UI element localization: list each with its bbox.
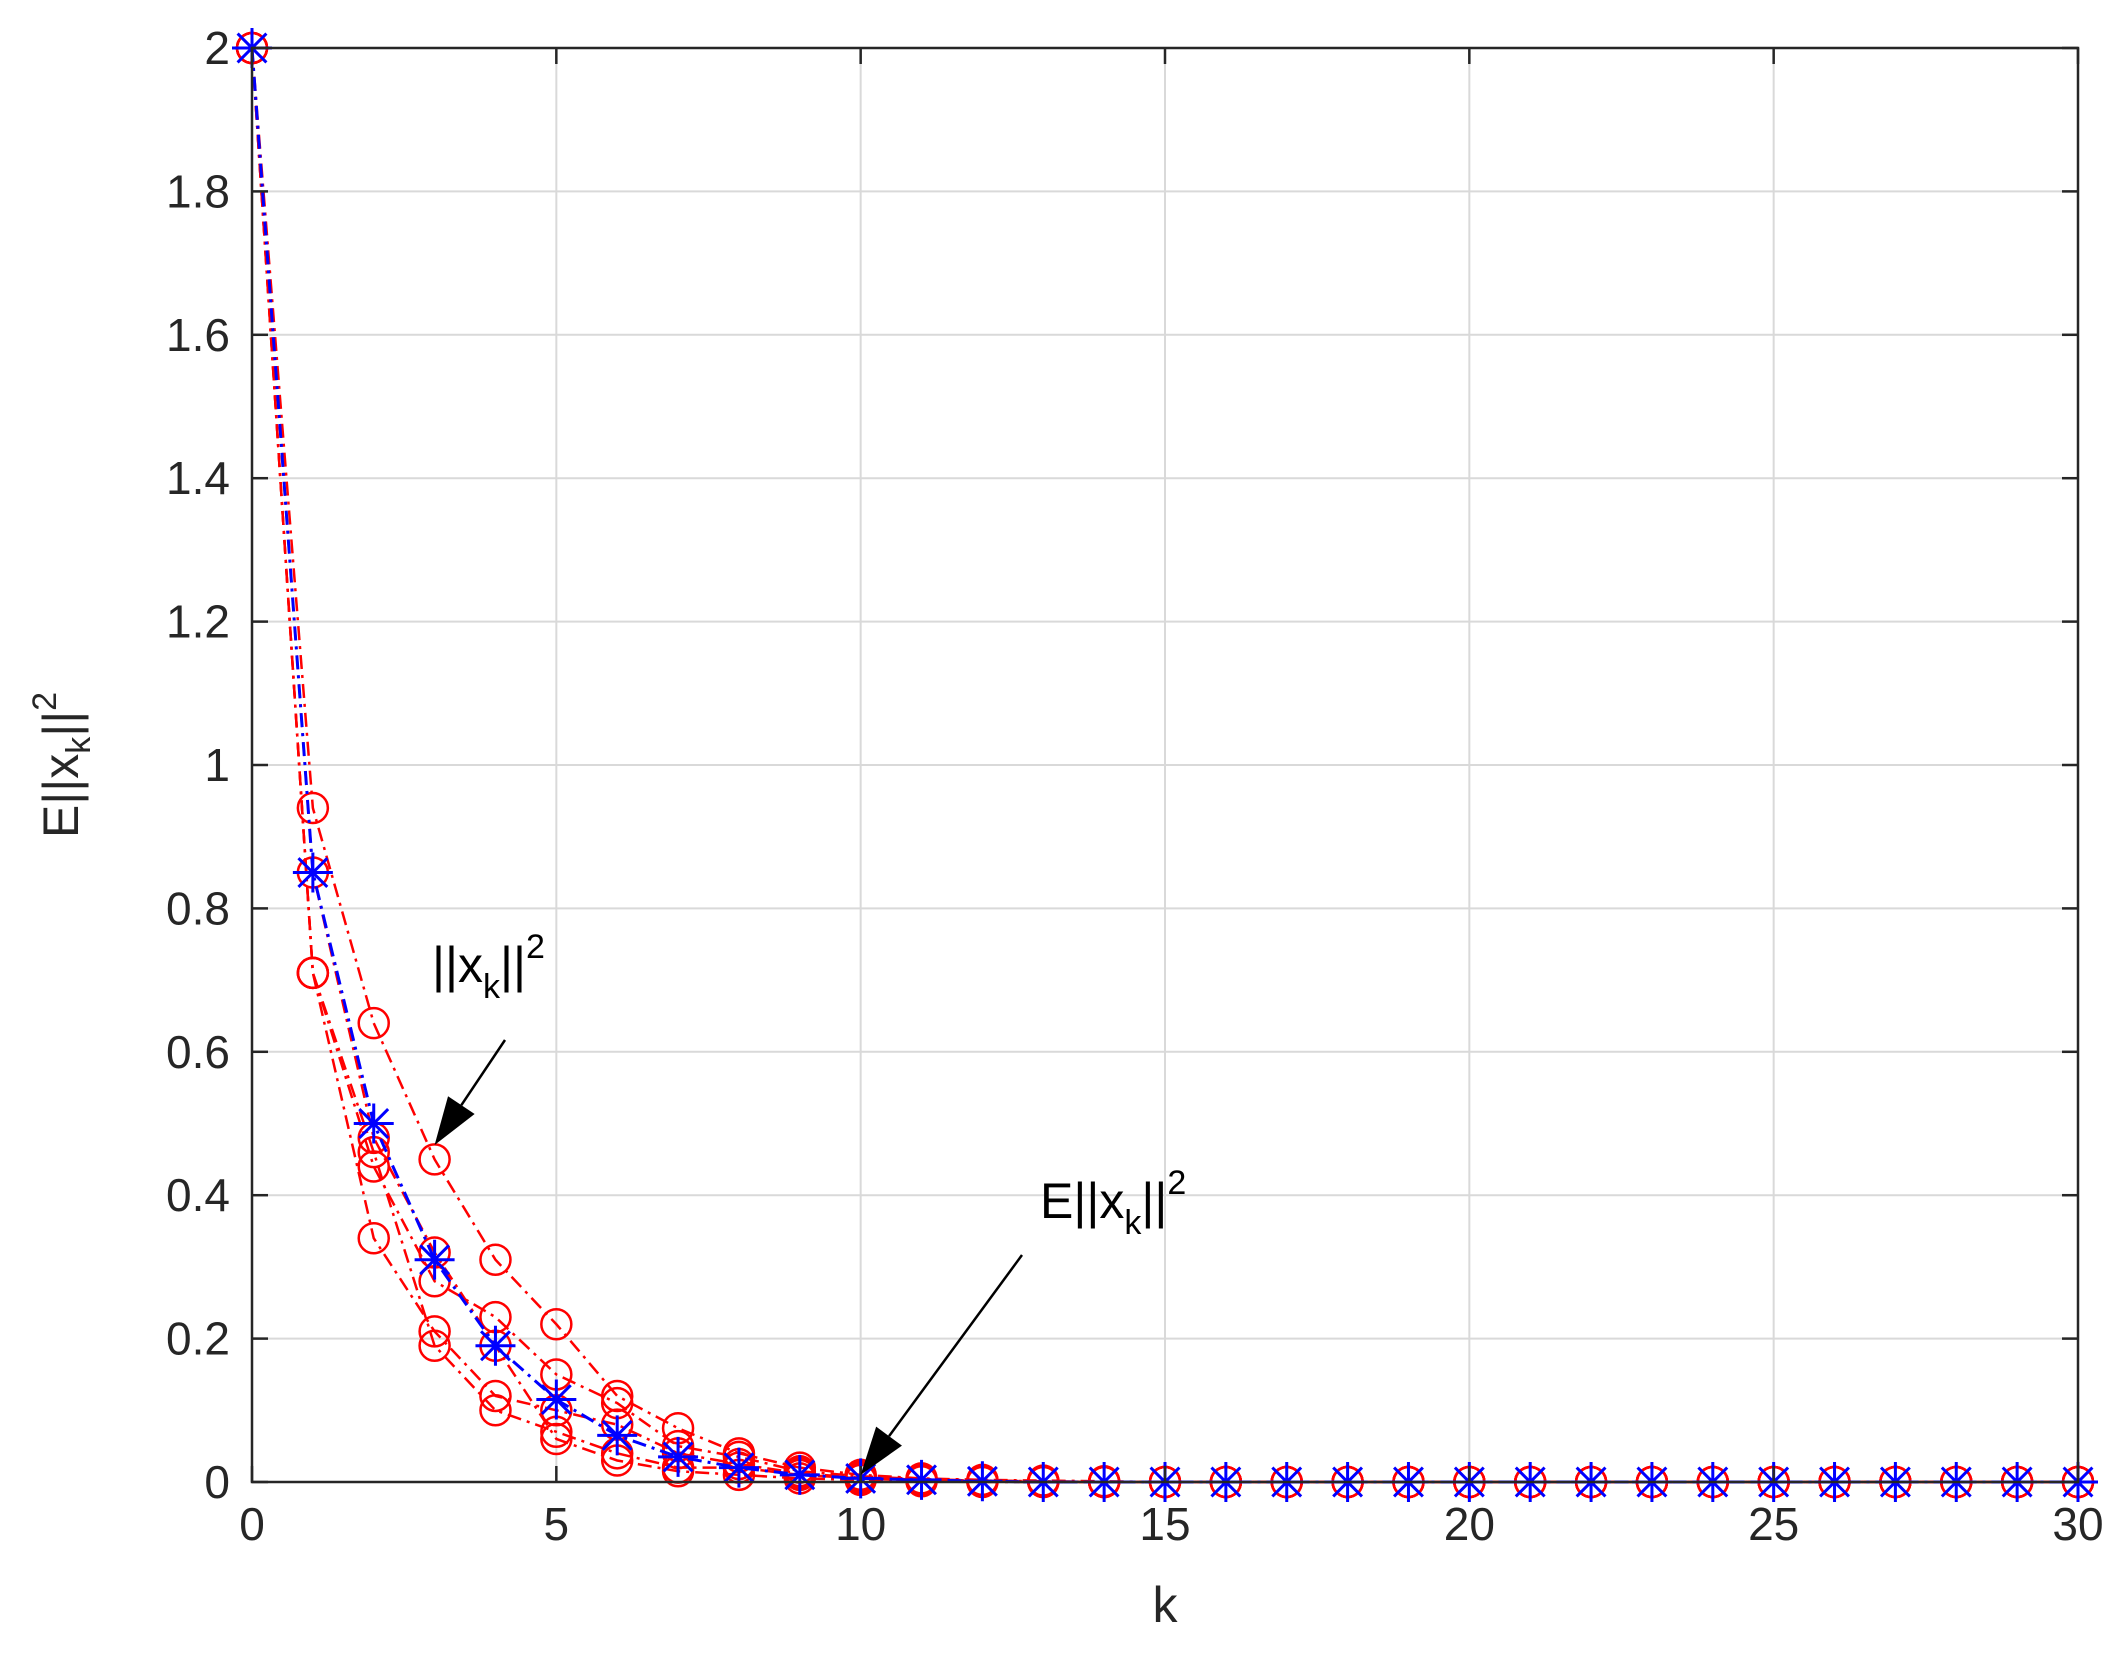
series-line xyxy=(250,47,2078,1484)
annotations: ||xk||2E||xk||2 xyxy=(432,928,1186,1475)
annotation-arrow-head xyxy=(434,1096,475,1146)
star-marker xyxy=(475,1325,516,1366)
circle-marker xyxy=(357,1006,390,1040)
axis-ticks: 0 5 10 15 20 25 30 0 0.2 0.4 0.6 0.8 1 1.2 1.4 1.6 1.8 2 xyxy=(166,22,2104,1550)
x-tick-label: 20 xyxy=(1444,1498,1495,1550)
star-marker xyxy=(718,1447,759,1488)
annotation-label: ||xk||2 xyxy=(432,928,545,1006)
circle-marker xyxy=(479,1394,512,1427)
circle-marker xyxy=(540,1308,573,1341)
x-tick-label: 25 xyxy=(1748,1498,1799,1550)
annotation-arrow-head xyxy=(860,1426,902,1475)
circle-marker xyxy=(600,1379,634,1413)
circle-marker xyxy=(296,791,330,825)
y-tick-label: 1.4 xyxy=(166,452,230,504)
x-tick-label: 0 xyxy=(239,1498,265,1550)
y-axis-label: E||xk||2 xyxy=(26,692,98,838)
annotation-arrow-shaft xyxy=(460,1039,507,1106)
x-tick-label: 15 xyxy=(1139,1498,1190,1550)
circle-marker xyxy=(479,1379,512,1413)
annotation-label: E||xk||2 xyxy=(1040,1164,1186,1242)
annotation-sup: 2 xyxy=(1167,1164,1186,1202)
x-axis-label: k xyxy=(1153,1577,1179,1633)
circle-marker xyxy=(357,1221,390,1255)
x-tick-label: 30 xyxy=(2052,1498,2103,1550)
x-tick-label: 5 xyxy=(544,1498,570,1550)
x-tick-label: 10 xyxy=(835,1498,886,1550)
annotation-mid: || xyxy=(1141,1173,1167,1229)
star-marker xyxy=(414,1239,455,1280)
circle-marker xyxy=(296,956,330,990)
star-marker xyxy=(597,1415,638,1456)
y-axis-label-sub: k xyxy=(60,736,98,754)
y-axis-label-prefix: E||x xyxy=(33,754,89,838)
annotation-prefix: E||x xyxy=(1040,1173,1124,1229)
star-marker xyxy=(658,1436,699,1477)
y-tick-label: 1.2 xyxy=(166,596,230,648)
y-tick-label: 0.4 xyxy=(166,1169,230,1221)
circle-marker xyxy=(540,1422,573,1456)
series-line xyxy=(250,47,2078,1484)
star-marker xyxy=(292,852,333,893)
circle-marker xyxy=(418,1315,451,1348)
annotation-sub: k xyxy=(483,968,501,1006)
circle-marker xyxy=(418,1329,451,1363)
y-tick-label: 0.8 xyxy=(166,882,230,934)
y-tick-label: 1.6 xyxy=(166,309,230,361)
star-marker xyxy=(779,1454,820,1495)
annotation-sup: 2 xyxy=(526,928,545,966)
star-marker xyxy=(901,1459,942,1500)
circle-marker xyxy=(479,1243,512,1276)
series-line xyxy=(250,47,2078,1484)
y-tick-label: 1.8 xyxy=(166,165,230,217)
y-tick-label: 2 xyxy=(204,22,230,74)
star-marker xyxy=(536,1379,577,1420)
annotation-arrow-shaft xyxy=(888,1254,1024,1437)
y-tick-label: 1 xyxy=(204,739,230,791)
y-tick-label: 0.2 xyxy=(166,1313,230,1365)
annotation-sub: k xyxy=(1124,1204,1142,1242)
y-axis-label-mid: || xyxy=(33,711,89,737)
circle-marker xyxy=(418,1143,451,1176)
annotation-prefix: ||x xyxy=(432,937,483,993)
star-marker xyxy=(353,1103,394,1144)
y-tick-label: 0.6 xyxy=(166,1026,230,1078)
y-tick-label: 0 xyxy=(204,1456,230,1508)
y-axis-label-sup: 2 xyxy=(26,692,64,711)
annotation-mid: || xyxy=(500,937,526,993)
